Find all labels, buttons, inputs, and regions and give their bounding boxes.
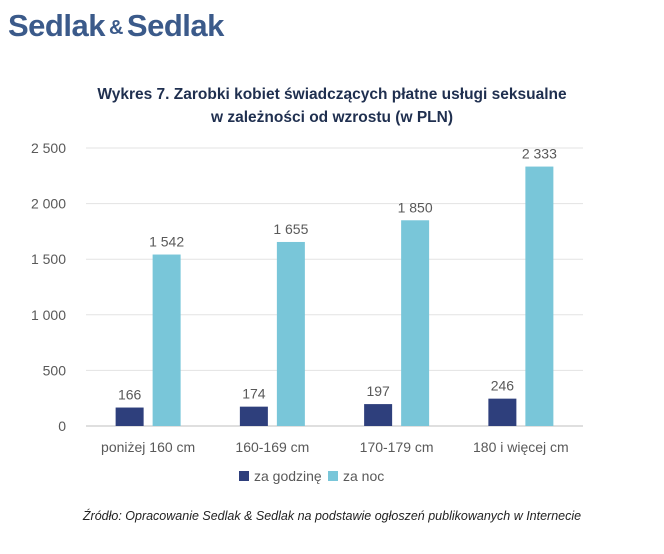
x-tick-label: 170-179 cm [360, 439, 434, 455]
legend-label: za noc [343, 468, 384, 484]
source-note: Źródło: Opracowanie Sedlak & Sedlak na p… [82, 509, 582, 523]
x-tick-label: poniżej 160 cm [101, 439, 195, 455]
bar-za-noc [152, 254, 181, 426]
data-label: 1 850 [398, 199, 433, 215]
data-label: 2 333 [522, 146, 557, 162]
legend-swatch [239, 471, 249, 481]
logo-ampersand: & [108, 17, 123, 39]
bar-za-godzine [364, 404, 393, 426]
logo-part1: Sedlak [8, 8, 105, 43]
sedlak-logo: Sedlak & Sedlak [8, 8, 224, 44]
data-label: 166 [118, 387, 142, 403]
y-tick-label: 0 [58, 418, 66, 434]
chart-title-line2: w zależności od wzrostu (w PLN) [211, 109, 453, 126]
y-tick-label: 1 000 [31, 307, 66, 323]
bar-za-godzine [239, 406, 268, 426]
bar-za-godzine [488, 398, 517, 426]
x-tick-label: 160-169 cm [235, 439, 309, 455]
chart-title: Wykres 7. Zarobki kobiet świadczących pł… [0, 83, 664, 129]
data-label: 1 655 [273, 221, 308, 237]
y-tick-label: 2 500 [31, 140, 66, 156]
chart-title-line1: Wykres 7. Zarobki kobiet świadczących pł… [97, 86, 567, 103]
bar-za-noc [401, 220, 430, 426]
x-tick-label: 180 i więcej cm [473, 439, 569, 455]
y-tick-label: 500 [43, 362, 67, 378]
y-tick-label: 1 500 [31, 251, 66, 267]
data-label: 246 [491, 378, 515, 394]
legend-label: za godzinę [254, 468, 322, 484]
data-label: 1 542 [149, 234, 184, 250]
data-label: 174 [242, 386, 266, 402]
y-tick-label: 2 000 [31, 196, 66, 212]
logo-part2: Sedlak [126, 8, 224, 43]
bar-za-noc [525, 166, 554, 426]
bar-za-godzine [115, 407, 144, 426]
bar-za-noc [276, 241, 305, 426]
legend-swatch [328, 471, 338, 481]
data-label: 197 [366, 383, 390, 399]
